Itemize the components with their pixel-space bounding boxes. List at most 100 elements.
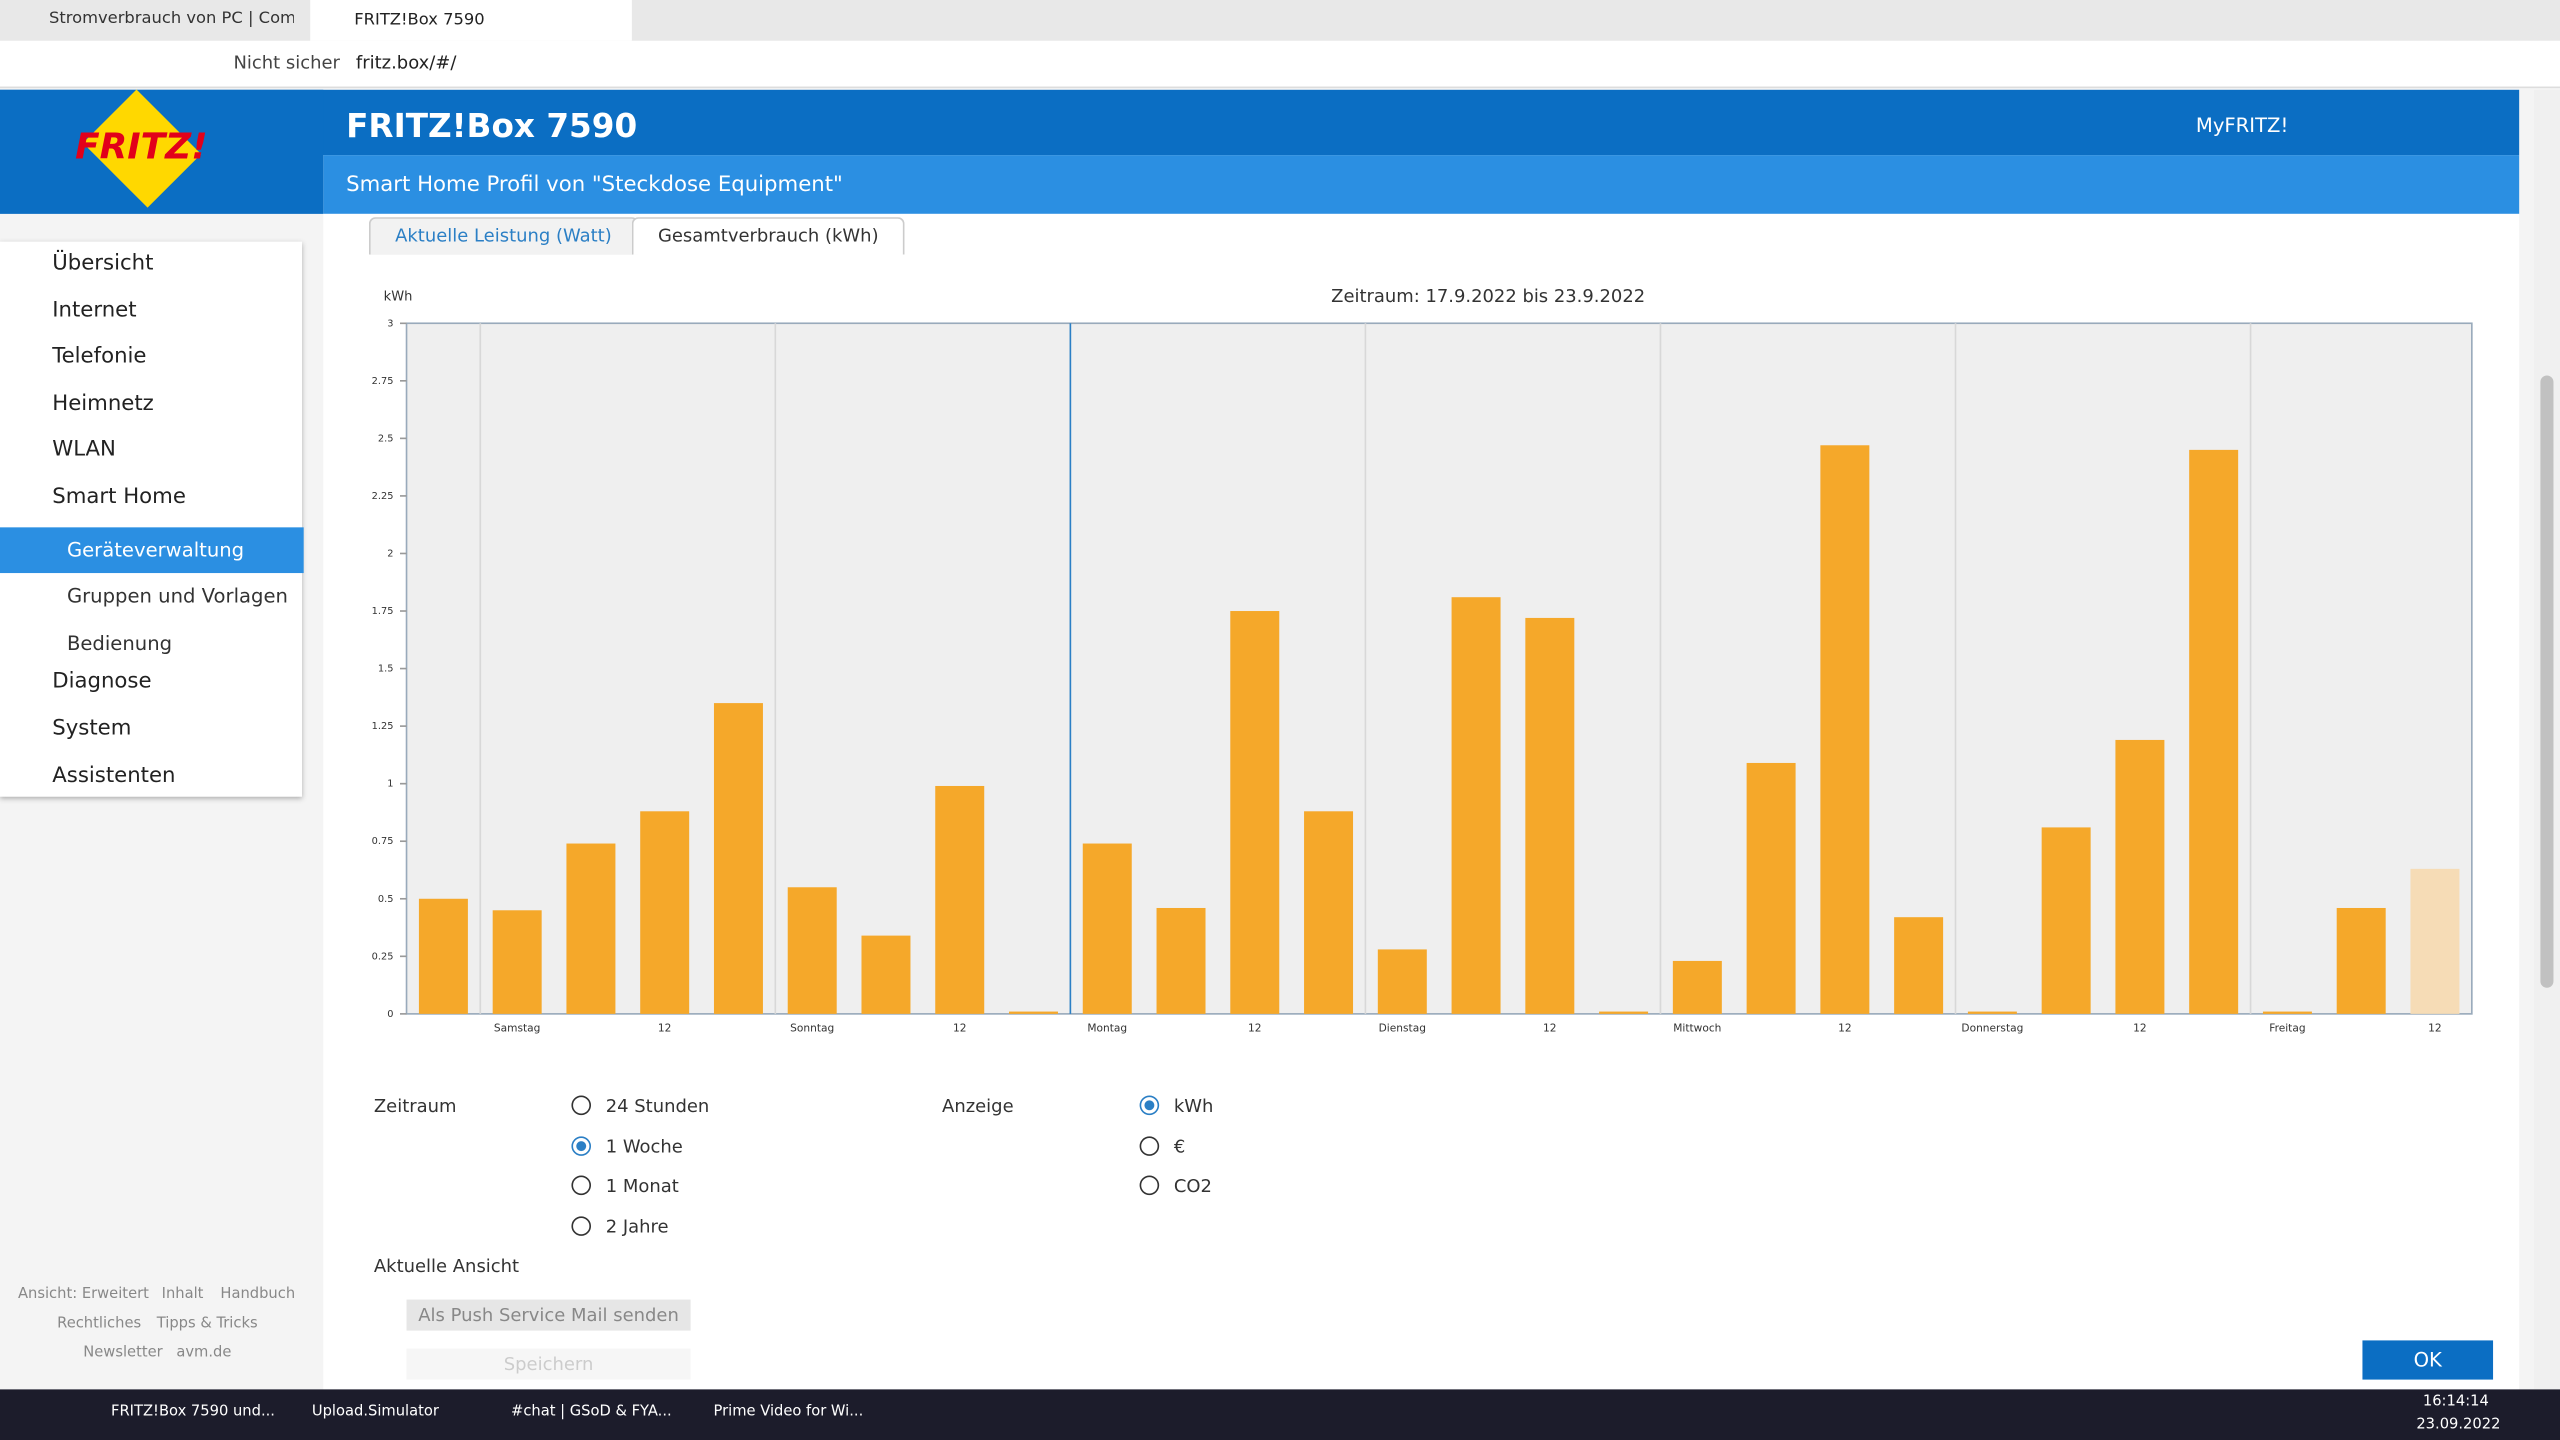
bar bbox=[1377, 949, 1427, 1014]
taskbar bbox=[0, 1389, 2560, 1440]
y-tick-label: 0 bbox=[387, 1009, 393, 1020]
bar bbox=[640, 811, 690, 1014]
x-tick-label: Donnerstag bbox=[1961, 1022, 2023, 1035]
taskbar-app[interactable]: #chat | GSoD & FYA... bbox=[511, 1404, 672, 1421]
sidebar bbox=[0, 241, 303, 797]
radio-button[interactable] bbox=[571, 1095, 592, 1116]
bar bbox=[2410, 868, 2460, 1014]
footer-link[interactable]: Handbuch bbox=[220, 1286, 296, 1303]
bar bbox=[1599, 1011, 1649, 1014]
view-tab[interactable]: Gesamtverbrauch (kWh) bbox=[631, 217, 905, 255]
security-indicator[interactable]: Nicht sicher bbox=[233, 52, 340, 74]
x-tick-label: Sonntag bbox=[790, 1022, 834, 1035]
y-tick-label: 0.25 bbox=[372, 951, 394, 962]
browser-tab[interactable]: Stromverbrauch von PC | Compu bbox=[48, 9, 294, 28]
bar bbox=[2041, 827, 2091, 1014]
radio-button[interactable] bbox=[571, 1176, 592, 1196]
nav-item[interactable]: WLAN bbox=[52, 437, 116, 463]
radio-button[interactable] bbox=[1139, 1135, 1160, 1156]
nav-item[interactable]: Übersicht bbox=[52, 251, 154, 276]
bar bbox=[492, 910, 542, 1014]
bar bbox=[566, 843, 616, 1014]
bar bbox=[2262, 1011, 2312, 1014]
x-tick-label: Samstag bbox=[494, 1022, 541, 1035]
ok-button[interactable]: OK bbox=[2362, 1340, 2494, 1380]
bar bbox=[1672, 960, 1722, 1014]
bar bbox=[1967, 1011, 2017, 1014]
view-tab[interactable]: Aktuelle Leistung (Watt) bbox=[368, 217, 638, 255]
radio-button[interactable] bbox=[571, 1216, 592, 1237]
x-tick-label: 12 bbox=[2428, 1022, 2442, 1035]
radio-label[interactable]: 1 Woche bbox=[605, 1135, 683, 1158]
radio-button[interactable] bbox=[571, 1135, 592, 1156]
x-tick-label: 12 bbox=[2133, 1022, 2147, 1035]
bar bbox=[1746, 762, 1796, 1014]
nav-item[interactable]: Heimnetz bbox=[52, 391, 154, 416]
chart: Zeitraum: 17.9.2022 bis 23.9.2022 kWh 0 0.2… bbox=[372, 286, 2473, 1035]
footer-link[interactable]: Rechtliches bbox=[57, 1315, 142, 1333]
clock-time: 16:14:14 bbox=[2422, 1394, 2489, 1411]
x-tick-label: Mittwoch bbox=[1673, 1022, 1721, 1035]
bar bbox=[1451, 597, 1501, 1014]
bar bbox=[1820, 445, 1870, 1014]
bar bbox=[2336, 907, 2386, 1014]
radio-label[interactable]: 1 Monat bbox=[605, 1176, 679, 1198]
bar bbox=[2115, 739, 2165, 1014]
bar bbox=[418, 898, 468, 1014]
bar bbox=[1230, 611, 1280, 1014]
nav-item[interactable]: Telefonie bbox=[52, 344, 147, 369]
footer-link[interactable]: Inhalt bbox=[161, 1286, 204, 1303]
radio-label[interactable]: kWh bbox=[1173, 1095, 1214, 1117]
footer-link[interactable]: Ansicht: Erweitert bbox=[17, 1286, 149, 1303]
radio-label[interactable]: 24 Stunden bbox=[605, 1095, 710, 1117]
browser-tab[interactable]: FRITZ!Box 7590 bbox=[310, 0, 632, 41]
url[interactable]: fritz.box/#/ bbox=[355, 52, 457, 74]
y-tick-label: 1.25 bbox=[372, 721, 394, 732]
x-tick-label: Freitag bbox=[2269, 1022, 2305, 1035]
chart-title: Zeitraum: 17.9.2022 bis 23.9.2022 bbox=[1331, 286, 1645, 307]
x-tick-label: 12 bbox=[953, 1022, 967, 1035]
subtitle-bar bbox=[323, 155, 2520, 214]
radio-button[interactable] bbox=[1139, 1095, 1160, 1116]
nav-item[interactable]: System bbox=[52, 716, 132, 741]
form-label: Anzeige bbox=[942, 1095, 1014, 1117]
bar bbox=[1894, 917, 1944, 1014]
bar bbox=[861, 935, 911, 1014]
nav-subitem[interactable]: Gruppen und Vorlagen bbox=[66, 584, 288, 608]
radio-label[interactable]: CO2 bbox=[1173, 1176, 1212, 1198]
y-tick-label: 1.5 bbox=[378, 664, 394, 675]
y-tick-label: 0.75 bbox=[372, 836, 394, 847]
nav-subitem[interactable]: Bedienung bbox=[66, 631, 173, 655]
radio-button[interactable] bbox=[1139, 1176, 1160, 1196]
bar bbox=[1304, 811, 1354, 1014]
bar bbox=[787, 887, 837, 1014]
nav-item[interactable]: Diagnose bbox=[52, 669, 152, 694]
bar bbox=[1525, 617, 1575, 1014]
page-subtitle: Smart Home Profil von "Steckdose Equipme… bbox=[346, 173, 843, 198]
footer-link[interactable]: avm.de bbox=[176, 1345, 232, 1362]
taskbar-app[interactable]: FRITZ!Box 7590 und... bbox=[111, 1404, 275, 1421]
x-tick-label: Montag bbox=[1087, 1022, 1127, 1035]
logo-text[interactable]: FRITZ! bbox=[75, 127, 208, 169]
save-button[interactable]: Speichern bbox=[406, 1348, 691, 1380]
nav-subitem[interactable]: Geräteverwaltung bbox=[0, 527, 304, 574]
nav-item[interactable]: Smart Home bbox=[52, 484, 186, 509]
footer-link[interactable]: Newsletter bbox=[83, 1345, 163, 1362]
nav-item[interactable]: Internet bbox=[52, 297, 137, 323]
form-label: Zeitraum bbox=[373, 1095, 457, 1117]
taskbar-app[interactable]: Upload.Simulator bbox=[311, 1404, 439, 1421]
scrollbar bbox=[2533, 89, 2560, 1390]
push-mail-button[interactable]: Als Push Service Mail senden bbox=[406, 1299, 691, 1331]
y-tick-label: 1.75 bbox=[372, 606, 394, 617]
nav-item[interactable]: Assistenten bbox=[52, 763, 176, 788]
x-tick-label: 12 bbox=[1543, 1022, 1557, 1035]
myfritz-link[interactable]: MyFRITZ! bbox=[2195, 114, 2289, 138]
radio-label[interactable]: 2 Jahre bbox=[605, 1216, 669, 1238]
footer-link[interactable]: Tipps & Tricks bbox=[156, 1315, 258, 1333]
taskbar-app[interactable]: Prime Video for Wi... bbox=[713, 1404, 864, 1421]
bar bbox=[713, 703, 763, 1014]
radio-label[interactable]: € bbox=[1173, 1135, 1186, 1158]
y-tick-label: 0.5 bbox=[378, 894, 394, 905]
section-label: Aktuelle Ansicht bbox=[373, 1255, 520, 1277]
